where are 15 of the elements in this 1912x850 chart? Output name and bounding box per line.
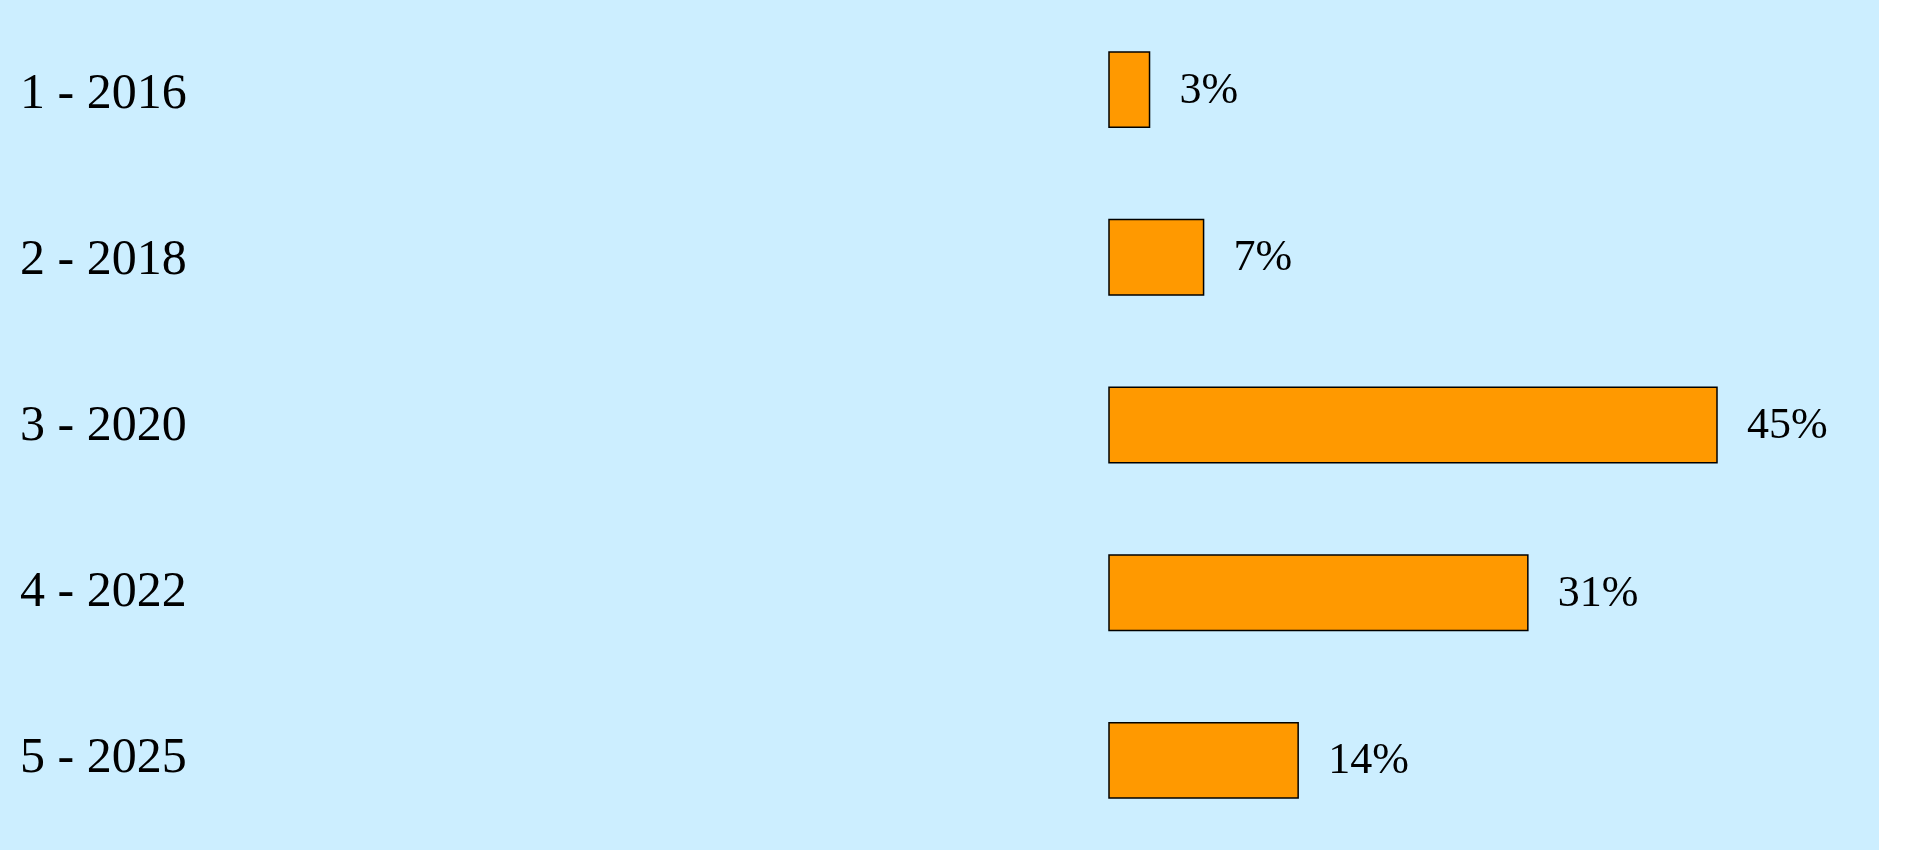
bar (1108, 51, 1151, 129)
bar (1108, 554, 1529, 632)
bar (1108, 721, 1299, 799)
bar (1108, 218, 1205, 296)
bar (1108, 386, 1718, 464)
data-label: 14% (1328, 734, 1409, 784)
data-label: 3% (1179, 63, 1239, 113)
y-tick-label: 3 - 2020 (20, 395, 187, 451)
data-label: 7% (1233, 231, 1293, 281)
data-label: 45% (1747, 399, 1828, 448)
y-tick-label: 1 - 2016 (20, 63, 187, 119)
data-label: 31% (1557, 566, 1639, 616)
y-tick-label: 4 - 2022 (20, 561, 187, 617)
y-tick-label: 2 - 2018 (20, 229, 187, 285)
y-tick-label: 5 - 2025 (20, 727, 187, 783)
